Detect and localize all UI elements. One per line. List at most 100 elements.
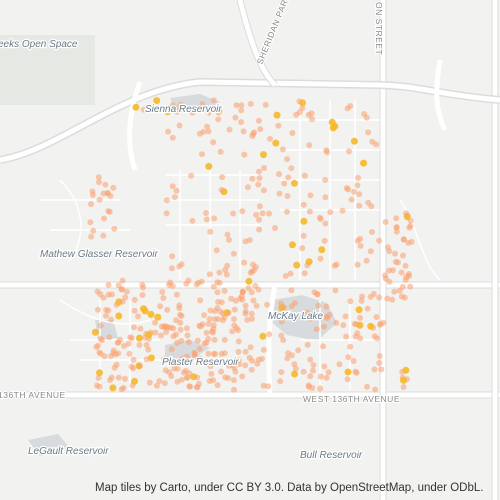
location-dot: [384, 295, 391, 302]
location-dot: [250, 297, 257, 304]
location-dot: [249, 133, 256, 139]
location-dot: [194, 337, 201, 344]
location-dot: [172, 105, 179, 112]
location-dot: [359, 293, 365, 300]
location-dot: [242, 302, 249, 309]
location-dot: [304, 309, 311, 316]
location-dot: [163, 329, 170, 335]
location-dot: [353, 369, 360, 376]
location-dot: [384, 244, 391, 251]
location-dot: [288, 165, 295, 172]
location-dot: [194, 374, 201, 381]
location-dot: [115, 374, 122, 381]
location-dot: [284, 193, 291, 199]
location-dot: [272, 139, 280, 147]
location-dot: [308, 110, 315, 117]
location-dot: [89, 192, 96, 198]
location-dot: [178, 337, 185, 344]
location-dot: [241, 151, 248, 158]
location-dot: [382, 219, 389, 225]
location-dot: [365, 129, 372, 136]
location-dot: [207, 363, 214, 370]
location-dot: [206, 271, 213, 278]
location-dot: [363, 257, 370, 264]
location-dot: [288, 241, 296, 249]
location-dot: [253, 211, 260, 218]
location-dot: [352, 333, 359, 340]
location-dot: [100, 294, 107, 301]
location-dot: [205, 162, 213, 170]
location-dot: [239, 296, 246, 303]
location-dot: [265, 383, 272, 390]
location-dot: [199, 101, 206, 108]
location-dot: [238, 119, 245, 126]
location-dot: [119, 298, 126, 305]
location-dot: [321, 323, 328, 330]
location-dot: [299, 99, 306, 107]
location-dot: [183, 280, 190, 287]
location-dot: [215, 116, 222, 123]
location-dot: [128, 335, 135, 342]
location-dot: [159, 289, 166, 295]
location-dot: [377, 321, 384, 328]
location-dot: [169, 183, 176, 190]
location-dot: [255, 356, 262, 363]
location-dot: [301, 172, 308, 179]
location-dot: [239, 373, 246, 380]
location-dot: [96, 369, 103, 377]
location-dot: [346, 148, 352, 155]
location-dot: [284, 208, 290, 215]
location-dot: [191, 349, 198, 356]
location-dot: [176, 263, 183, 270]
location-dot: [160, 295, 167, 301]
location-dot: [267, 135, 273, 142]
location-dot: [204, 123, 211, 130]
location-dot: [224, 262, 231, 269]
location-dot: [205, 320, 212, 327]
location-dot: [264, 301, 271, 308]
location-dot: [91, 328, 99, 336]
location-dot: [224, 231, 231, 238]
location-dot: [292, 300, 298, 306]
location-dot: [356, 202, 363, 209]
location-dot: [196, 345, 203, 352]
location-dot: [256, 168, 262, 175]
location-dot: [356, 191, 363, 198]
location-dot: [210, 97, 217, 104]
location-dot: [277, 378, 284, 385]
location-dot: [210, 139, 217, 146]
location-dot: [327, 209, 334, 216]
location-dot: [184, 374, 191, 381]
location-dot: [240, 128, 247, 135]
location-dot: [296, 109, 303, 116]
location-dot: [210, 377, 217, 384]
location-dot: [299, 245, 306, 252]
location-dot: [140, 284, 147, 291]
location-dot: [393, 228, 400, 235]
location-dot: [256, 203, 263, 210]
location-dot: [231, 322, 238, 329]
water-label: Mathew Glasser Reservoir: [40, 249, 158, 260]
location-dot: [136, 342, 143, 348]
location-dot: [307, 356, 314, 363]
location-dot: [351, 188, 357, 195]
location-dot: [88, 201, 94, 208]
location-dot: [209, 328, 215, 335]
road-label: ON STREET: [374, 2, 384, 55]
location-dot: [249, 316, 255, 322]
location-dot: [137, 325, 144, 332]
location-dot: [358, 297, 365, 304]
location-dot: [88, 233, 95, 240]
location-dot: [125, 340, 132, 347]
location-dot: [347, 343, 354, 350]
water-label: McKay Lake: [268, 311, 323, 322]
location-dot: [249, 357, 256, 364]
location-dot: [301, 270, 308, 277]
location-dot: [347, 298, 354, 305]
location-dot: [96, 179, 102, 186]
location-dot: [244, 184, 251, 191]
location-dot: [284, 355, 291, 362]
location-dot: [207, 228, 214, 235]
location-dot: [100, 232, 107, 239]
location-dot: [95, 342, 102, 349]
